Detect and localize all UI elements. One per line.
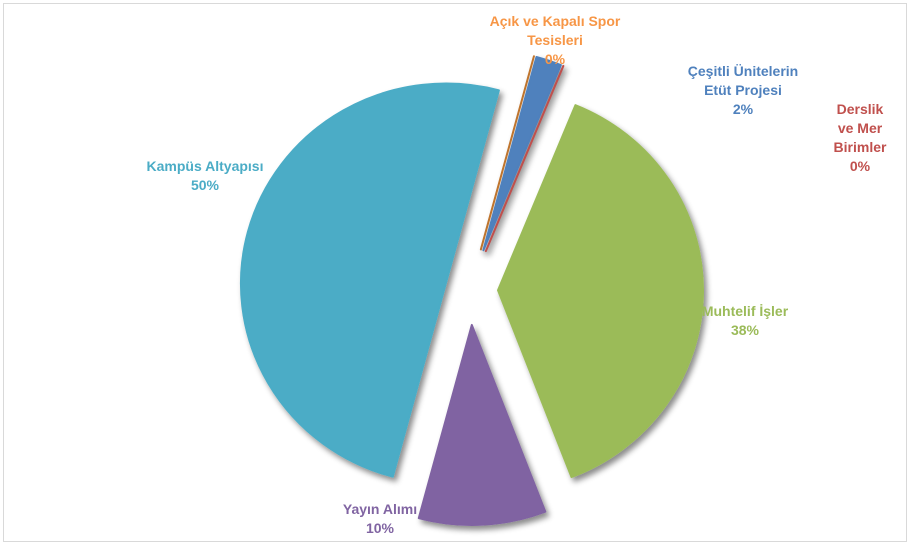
pie-slice <box>482 56 562 252</box>
data-label: Çeşitli Ünitelerin Etüt Projesi 2% <box>688 62 798 119</box>
value-label: 0% <box>849 158 871 174</box>
value-label: 38% <box>730 322 760 338</box>
pie-slice <box>496 104 704 479</box>
category-label: Yayın Alımı <box>342 501 418 517</box>
category-label: Derslik ve Mer Birimler <box>833 101 887 155</box>
data-label: Yayın Alımı 10% <box>343 500 417 538</box>
value-label: 2% <box>732 101 754 117</box>
category-label: Açık ve Kapalı Spor Tesisleri <box>489 13 621 48</box>
data-label: Muhtelif İşler 38% <box>702 302 788 340</box>
category-label: Muhtelif İşler <box>701 303 789 319</box>
pie-slice <box>484 64 565 253</box>
chart-frame <box>3 3 907 542</box>
pie-slice <box>417 323 547 526</box>
data-label: Kampüs Altyapısı 50% <box>147 157 264 195</box>
data-label: Açık ve Kapalı Spor Tesisleri 0% <box>490 12 621 69</box>
category-label: Çeşitli Ünitelerin Etüt Projesi <box>687 63 799 98</box>
category-label: Kampüs Altyapısı <box>146 158 264 174</box>
value-label: 50% <box>190 177 220 193</box>
data-label: Derslik ve Mer Birimler 0% <box>834 100 887 176</box>
value-label: 10% <box>365 520 395 536</box>
value-label: 0% <box>544 51 566 67</box>
pie-slice <box>479 55 535 251</box>
pie-slice <box>239 82 500 478</box>
